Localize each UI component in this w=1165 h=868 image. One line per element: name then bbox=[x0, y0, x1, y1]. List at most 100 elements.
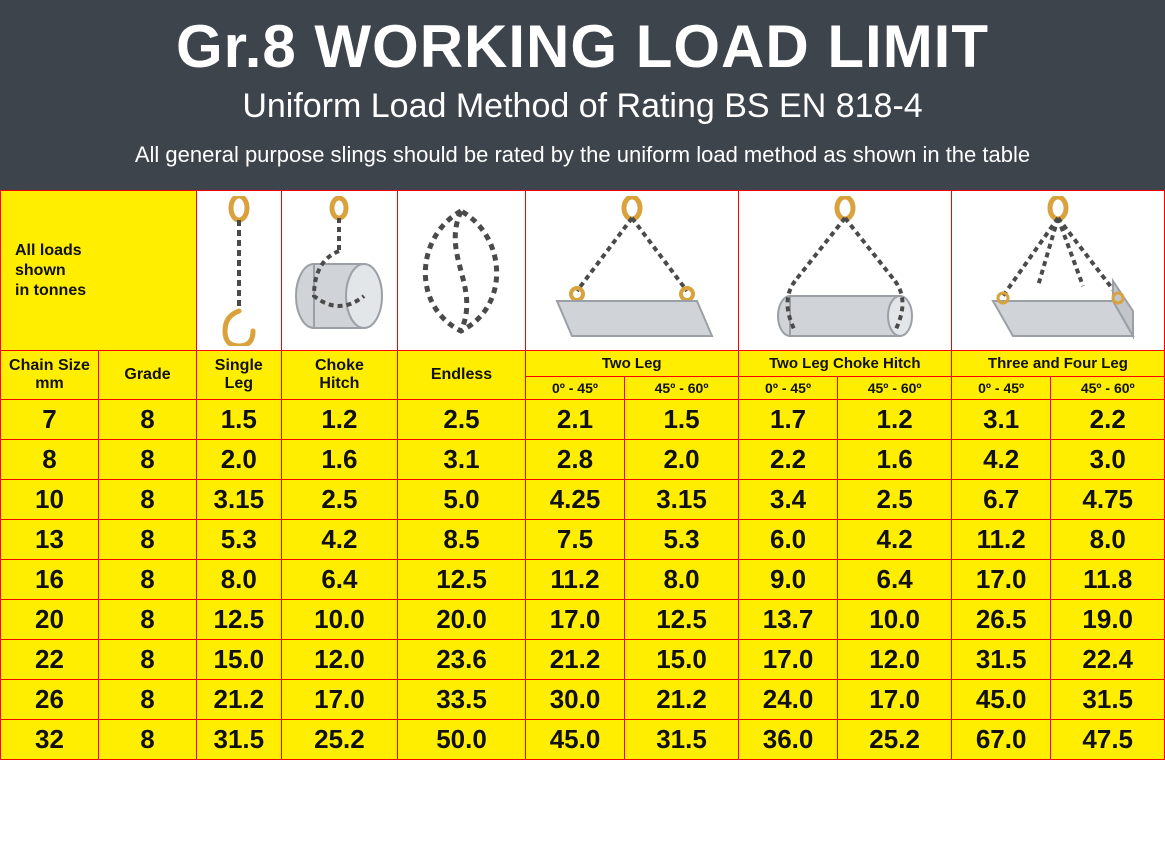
table-row: 22815.012.023.621.215.017.012.031.522.4 bbox=[1, 640, 1165, 680]
grade-cell: 8 bbox=[99, 400, 197, 440]
value-cell: 45.0 bbox=[951, 680, 1051, 720]
header-note: All general purpose slings should be rat… bbox=[10, 142, 1155, 168]
value-cell: 17.0 bbox=[951, 560, 1051, 600]
value-cell: 12.5 bbox=[625, 600, 739, 640]
value-cell: 9.0 bbox=[738, 560, 838, 600]
value-cell: 6.4 bbox=[838, 560, 952, 600]
value-cell: 6.4 bbox=[281, 560, 398, 600]
header-panel: Gr.8 WORKING LOAD LIMIT Uniform Load Met… bbox=[0, 0, 1165, 190]
value-cell: 31.5 bbox=[951, 640, 1051, 680]
value-cell: 8.0 bbox=[197, 560, 282, 600]
value-cell: 15.0 bbox=[625, 640, 739, 680]
two-leg-ang-a: 0º - 45º bbox=[525, 377, 625, 400]
chain-size-cell: 22 bbox=[1, 640, 99, 680]
chain-size-cell: 7 bbox=[1, 400, 99, 440]
value-cell: 11.8 bbox=[1051, 560, 1165, 600]
value-cell: 67.0 bbox=[951, 720, 1051, 760]
value-cell: 11.2 bbox=[525, 560, 625, 600]
value-cell: 6.0 bbox=[738, 520, 838, 560]
two-leg-choke-ang-b: 45º - 60º bbox=[838, 377, 952, 400]
two-leg-ang-b: 45º - 60º bbox=[625, 377, 739, 400]
value-cell: 2.1 bbox=[525, 400, 625, 440]
value-cell: 1.2 bbox=[281, 400, 398, 440]
value-cell: 5.3 bbox=[197, 520, 282, 560]
value-cell: 17.0 bbox=[838, 680, 952, 720]
value-cell: 12.0 bbox=[838, 640, 952, 680]
value-cell: 10.0 bbox=[838, 600, 952, 640]
value-cell: 1.5 bbox=[197, 400, 282, 440]
grade-cell: 8 bbox=[99, 680, 197, 720]
value-cell: 4.2 bbox=[951, 440, 1051, 480]
table-body: 781.51.22.52.11.51.71.23.12.2882.01.63.1… bbox=[1, 400, 1165, 760]
value-cell: 33.5 bbox=[398, 680, 525, 720]
value-cell: 3.1 bbox=[398, 440, 525, 480]
single-leg-icon bbox=[197, 191, 282, 351]
grade-cell: 8 bbox=[99, 560, 197, 600]
chain-size-cell: 26 bbox=[1, 680, 99, 720]
value-cell: 17.0 bbox=[525, 600, 625, 640]
chain-size-cell: 16 bbox=[1, 560, 99, 600]
value-cell: 8.0 bbox=[625, 560, 739, 600]
value-cell: 1.7 bbox=[738, 400, 838, 440]
chain-size-cell: 8 bbox=[1, 440, 99, 480]
value-cell: 4.25 bbox=[525, 480, 625, 520]
table-row: 1083.152.55.04.253.153.42.56.74.75 bbox=[1, 480, 1165, 520]
value-cell: 2.5 bbox=[281, 480, 398, 520]
subtitle: Uniform Load Method of Rating BS EN 818-… bbox=[10, 87, 1155, 126]
value-cell: 31.5 bbox=[1051, 680, 1165, 720]
value-cell: 3.4 bbox=[738, 480, 838, 520]
value-cell: 3.15 bbox=[197, 480, 282, 520]
table-row: 882.01.63.12.82.02.21.64.23.0 bbox=[1, 440, 1165, 480]
value-cell: 25.2 bbox=[281, 720, 398, 760]
chain-size-cell: 20 bbox=[1, 600, 99, 640]
value-cell: 17.0 bbox=[738, 640, 838, 680]
col-choke-hitch: ChokeHitch bbox=[281, 351, 398, 400]
value-cell: 13.7 bbox=[738, 600, 838, 640]
load-limit-table: All loadsshownin tonnes bbox=[0, 190, 1165, 760]
value-cell: 11.2 bbox=[951, 520, 1051, 560]
grade-cell: 8 bbox=[99, 640, 197, 680]
grade-cell: 8 bbox=[99, 480, 197, 520]
value-cell: 24.0 bbox=[738, 680, 838, 720]
value-cell: 2.0 bbox=[197, 440, 282, 480]
chain-size-cell: 10 bbox=[1, 480, 99, 520]
units-note: All loadsshownin tonnes bbox=[1, 191, 197, 351]
title: Gr.8 WORKING LOAD LIMIT bbox=[10, 12, 1155, 81]
value-cell: 25.2 bbox=[838, 720, 952, 760]
value-cell: 4.75 bbox=[1051, 480, 1165, 520]
header-row-1: Chain Sizemm Grade SingleLeg ChokeHitch … bbox=[1, 351, 1165, 377]
table-row: 26821.217.033.530.021.224.017.045.031.5 bbox=[1, 680, 1165, 720]
table-row: 781.51.22.52.11.51.71.23.12.2 bbox=[1, 400, 1165, 440]
value-cell: 21.2 bbox=[197, 680, 282, 720]
chain-size-cell: 32 bbox=[1, 720, 99, 760]
col-two-leg-choke: Two Leg Choke Hitch bbox=[738, 351, 951, 377]
col-grade: Grade bbox=[99, 351, 197, 400]
value-cell: 26.5 bbox=[951, 600, 1051, 640]
value-cell: 10.0 bbox=[281, 600, 398, 640]
value-cell: 1.6 bbox=[838, 440, 952, 480]
three-four-ang-a: 0º - 45º bbox=[951, 377, 1051, 400]
value-cell: 47.5 bbox=[1051, 720, 1165, 760]
three-four-ang-b: 45º - 60º bbox=[1051, 377, 1165, 400]
col-chain-size: Chain Sizemm bbox=[1, 351, 99, 400]
chain-size-cell: 13 bbox=[1, 520, 99, 560]
grade-cell: 8 bbox=[99, 600, 197, 640]
value-cell: 31.5 bbox=[197, 720, 282, 760]
grade-cell: 8 bbox=[99, 720, 197, 760]
value-cell: 21.2 bbox=[525, 640, 625, 680]
value-cell: 45.0 bbox=[525, 720, 625, 760]
table-row: 1688.06.412.511.28.09.06.417.011.8 bbox=[1, 560, 1165, 600]
value-cell: 4.2 bbox=[281, 520, 398, 560]
value-cell: 8.5 bbox=[398, 520, 525, 560]
value-cell: 2.5 bbox=[398, 400, 525, 440]
value-cell: 5.3 bbox=[625, 520, 739, 560]
value-cell: 2.2 bbox=[738, 440, 838, 480]
col-two-leg: Two Leg bbox=[525, 351, 738, 377]
value-cell: 17.0 bbox=[281, 680, 398, 720]
value-cell: 12.5 bbox=[398, 560, 525, 600]
value-cell: 6.7 bbox=[951, 480, 1051, 520]
choke-hitch-icon bbox=[281, 191, 398, 351]
value-cell: 12.0 bbox=[281, 640, 398, 680]
col-three-four: Three and Four Leg bbox=[951, 351, 1164, 377]
value-cell: 15.0 bbox=[197, 640, 282, 680]
